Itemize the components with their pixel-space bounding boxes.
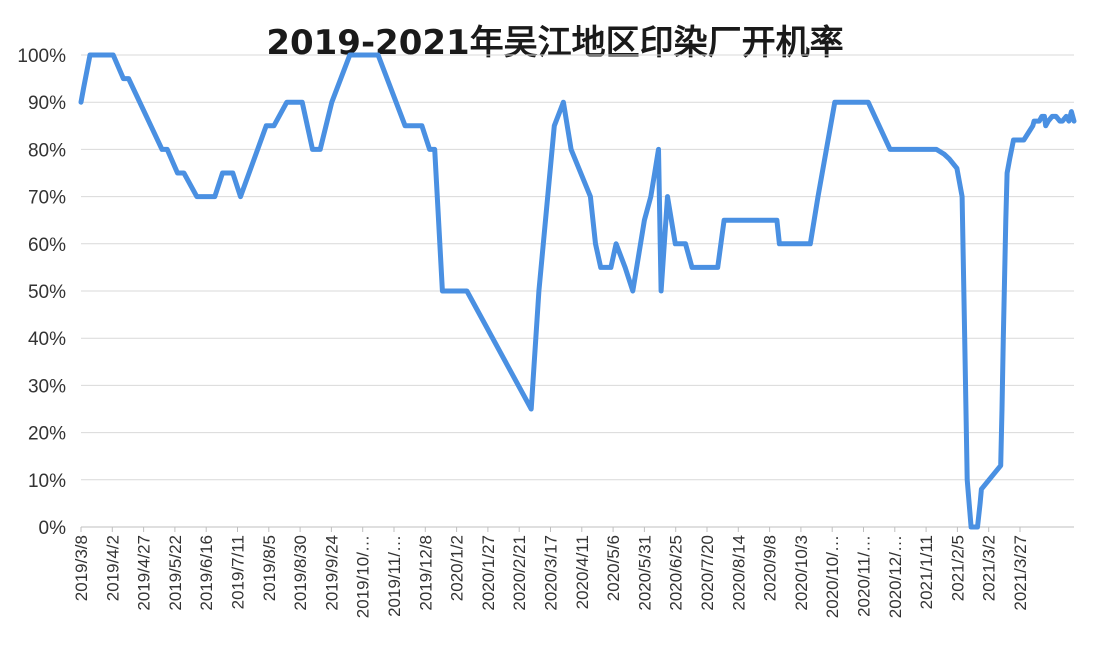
x-tick-label: 2019/4/27 [135,535,154,611]
x-tick-label: 2019/8/30 [291,535,310,611]
x-tick-label: 2020/10/3 [792,535,811,611]
series-line [78,52,1077,530]
series-layer [78,52,1077,530]
x-tick-label: 2020/3/17 [542,535,561,611]
x-tick-label: 2020/2/21 [510,535,529,611]
y-axis-tick-labels: 0% 10% 20% 30% 40% 50% 60% 70% 80% 90% 100% [17,46,66,539]
y-tick-label: 90% [28,93,66,114]
y-tick-label: 80% [28,140,66,161]
x-tick-label: 2020/10/… [823,535,842,618]
x-tick-label: 2019/4/2 [103,535,122,601]
y-tick-label: 50% [28,282,66,303]
x-tick-label: 2019/6/16 [197,535,216,611]
y-tick-label: 30% [28,376,66,397]
x-tick-label: 2019/3/8 [72,535,91,601]
x-tick-label: 2020/5/6 [604,535,623,601]
x-tick-label: 2021/2/5 [948,535,967,601]
x-tick-label: 2021/3/27 [1011,535,1030,611]
y-tick-label: 20% [28,424,66,445]
y-tick-label: 70% [28,188,66,209]
x-tick-label: 2019/8/5 [260,535,279,601]
x-tick-label: 2019/5/22 [166,535,185,611]
y-tick-label: 0% [39,518,67,539]
x-tick-label: 2021/1/11 [917,535,936,609]
x-tick-label: 2020/6/25 [667,535,686,611]
x-tick-label: 2019/9/24 [322,535,341,611]
x-tick-label: 2020/1/2 [448,535,467,601]
x-tick-label: 2020/1/27 [479,535,498,611]
x-tick-label: 2021/3/2 [980,535,999,601]
x-tick-label: 2019/11/… [385,535,404,617]
x-tick-label: 2020/11/… [855,535,874,617]
y-tick-label: 10% [28,471,66,492]
x-tick-label: 2019/7/11 [229,535,248,609]
x-tick-label: 2020/5/31 [635,535,654,611]
x-tick-label: 2020/4/11 [573,535,592,609]
x-axis-tick-labels: 2019/3/8 2019/4/2 2019/4/27 2019/5/22 2019/6… [72,527,1030,618]
y-tick-label: 100% [17,46,66,67]
x-tick-label: 2020/7/20 [698,535,717,611]
x-tick-label: 2019/10/… [354,535,373,618]
y-tick-label: 60% [28,235,66,256]
x-tick-label: 2020/8/14 [729,535,748,611]
gridlines [81,54,1074,481]
y-tick-label: 40% [28,329,66,350]
x-tick-label: 2020/12/… [886,535,905,618]
x-tick-label: 2019/12/8 [416,535,435,611]
x-tick-label: 2020/9/8 [761,535,780,601]
